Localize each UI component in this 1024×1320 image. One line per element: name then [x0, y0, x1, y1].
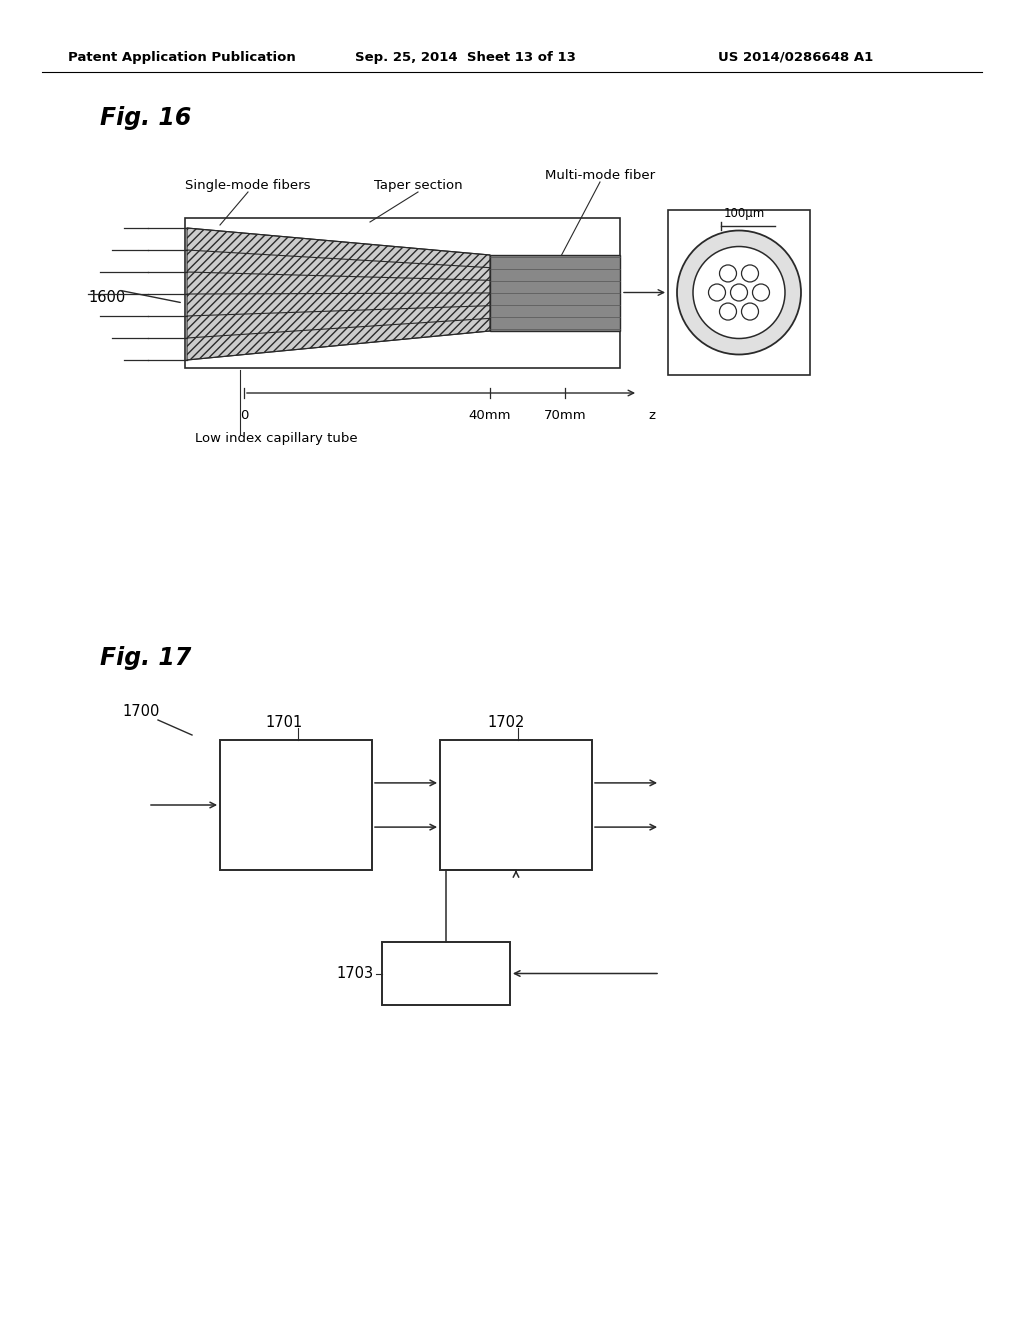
- Text: 0: 0: [240, 409, 248, 422]
- Text: Taper section: Taper section: [374, 180, 462, 191]
- Circle shape: [677, 231, 801, 355]
- Circle shape: [741, 265, 759, 282]
- Text: Patent Application Publication: Patent Application Publication: [68, 50, 296, 63]
- Text: 1703: 1703: [337, 966, 374, 981]
- Text: 1700: 1700: [122, 705, 160, 719]
- Bar: [185, 218, 620, 368]
- Text: Single-mode fibers: Single-mode fibers: [185, 180, 310, 191]
- Text: Sep. 25, 2014  Sheet 13 of 13: Sep. 25, 2014 Sheet 13 of 13: [355, 50, 575, 63]
- Text: Fig. 17: Fig. 17: [100, 645, 191, 671]
- Text: Low index capillary tube: Low index capillary tube: [195, 432, 357, 445]
- Text: 1600: 1600: [88, 290, 125, 305]
- Circle shape: [741, 304, 759, 319]
- Text: 1702: 1702: [487, 715, 524, 730]
- Bar: [220, 741, 372, 870]
- Circle shape: [720, 304, 736, 319]
- Text: 100μm: 100μm: [724, 207, 765, 220]
- Text: Multi-mode fiber: Multi-mode fiber: [545, 169, 655, 182]
- Circle shape: [693, 247, 785, 338]
- Polygon shape: [187, 228, 490, 360]
- Bar: [490, 255, 620, 331]
- Text: 1701: 1701: [265, 715, 303, 730]
- Circle shape: [709, 284, 725, 301]
- Text: 70mm: 70mm: [544, 409, 587, 422]
- Bar: [382, 942, 510, 1005]
- Text: US 2014/0286648 A1: US 2014/0286648 A1: [718, 50, 873, 63]
- Circle shape: [730, 284, 748, 301]
- Bar: [440, 741, 592, 870]
- Bar: [668, 210, 810, 375]
- Text: 40mm: 40mm: [469, 409, 511, 422]
- Text: Fig. 16: Fig. 16: [100, 106, 191, 129]
- Text: z: z: [648, 409, 655, 422]
- Circle shape: [753, 284, 769, 301]
- Circle shape: [720, 265, 736, 282]
